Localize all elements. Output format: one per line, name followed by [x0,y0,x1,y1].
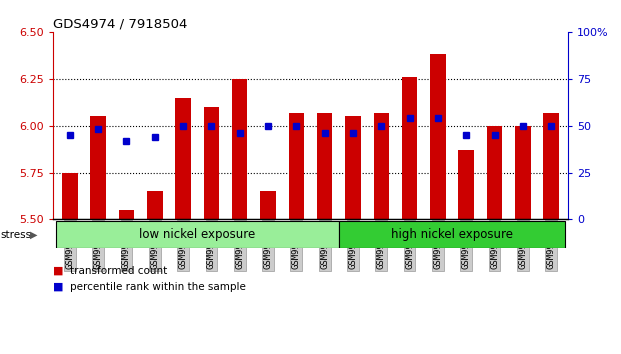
Text: percentile rank within the sample: percentile rank within the sample [70,282,246,292]
Bar [260,191,276,219]
Text: ■: ■ [53,282,63,292]
Bar [232,79,248,219]
Bar [119,210,134,219]
Bar [147,191,163,219]
Bar [175,97,191,219]
Text: stress: stress [1,229,32,240]
Bar [90,116,106,219]
Bar [289,113,304,219]
Text: GDS4974 / 7918504: GDS4974 / 7918504 [53,18,187,31]
Text: low nickel exposure: low nickel exposure [139,228,255,241]
Bar [487,126,502,219]
Bar [515,126,531,219]
Bar [458,150,474,219]
Bar [317,113,332,219]
Text: transformed count: transformed count [70,266,168,276]
Text: ■: ■ [53,266,63,276]
Bar [56,221,339,248]
Bar [62,173,78,219]
Bar [543,113,559,219]
Bar [339,221,565,248]
Bar [430,55,446,219]
Bar [345,116,361,219]
Text: high nickel exposure: high nickel exposure [391,228,513,241]
Bar [402,77,417,219]
Bar [204,107,219,219]
Text: ▶: ▶ [30,229,37,240]
Bar [373,113,389,219]
